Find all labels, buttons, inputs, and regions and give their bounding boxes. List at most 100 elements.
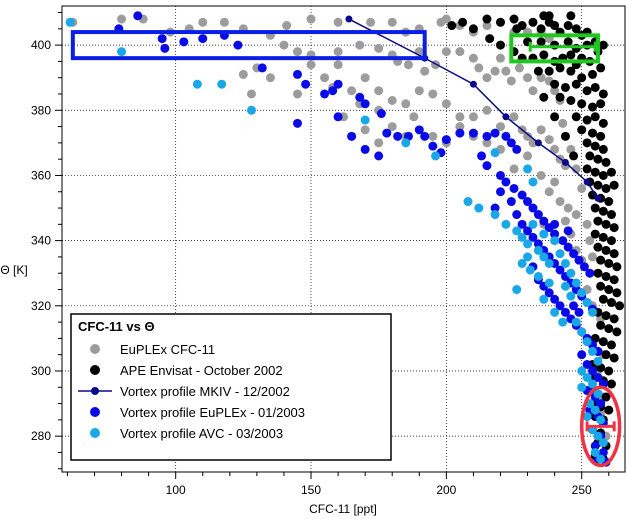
data-point bbox=[482, 131, 492, 141]
data-point bbox=[563, 21, 573, 31]
data-point bbox=[582, 298, 592, 308]
data-point bbox=[574, 307, 584, 317]
data-point bbox=[160, 43, 170, 53]
data-point bbox=[558, 236, 568, 246]
legend-marker-avc bbox=[90, 428, 100, 438]
data-point bbox=[345, 15, 353, 23]
data-point bbox=[360, 125, 370, 135]
data-point bbox=[593, 356, 603, 366]
data-point bbox=[598, 232, 608, 242]
data-point bbox=[606, 379, 616, 389]
data-point bbox=[601, 392, 611, 402]
data-point bbox=[517, 190, 527, 200]
data-point bbox=[606, 340, 616, 350]
data-point bbox=[420, 66, 430, 76]
data-point bbox=[583, 178, 591, 186]
data-point bbox=[544, 258, 554, 268]
data-point bbox=[544, 187, 554, 197]
data-point bbox=[482, 138, 492, 148]
data-point bbox=[596, 320, 606, 330]
data-point bbox=[590, 112, 600, 122]
data-point bbox=[560, 82, 570, 92]
legend-marker-ape_envisat bbox=[90, 365, 100, 375]
data-point bbox=[279, 40, 289, 50]
data-point bbox=[523, 239, 533, 249]
data-point bbox=[558, 317, 568, 327]
data-point bbox=[387, 96, 397, 106]
y-tick-label: 360 bbox=[31, 168, 51, 182]
data-point bbox=[582, 115, 592, 125]
data-point bbox=[566, 291, 576, 301]
x-tick-label: 150 bbox=[301, 483, 321, 497]
data-point bbox=[566, 66, 576, 76]
data-point bbox=[420, 131, 430, 141]
data-point bbox=[582, 412, 592, 422]
data-point bbox=[65, 17, 75, 27]
data-point bbox=[347, 86, 357, 96]
data-point bbox=[536, 125, 546, 135]
data-point bbox=[495, 122, 505, 132]
data-point bbox=[601, 350, 611, 360]
data-point bbox=[596, 255, 606, 265]
highlight-rectangle bbox=[509, 33, 600, 64]
data-point bbox=[157, 34, 167, 44]
data-point bbox=[233, 40, 243, 50]
data-point bbox=[560, 216, 570, 226]
legend-marker-mkiv bbox=[91, 387, 99, 395]
data-point bbox=[501, 177, 511, 187]
data-point bbox=[577, 327, 587, 337]
data-point bbox=[517, 219, 527, 229]
data-point bbox=[606, 167, 616, 177]
data-point bbox=[528, 232, 538, 242]
data-point bbox=[495, 17, 505, 27]
data-point bbox=[566, 50, 576, 60]
data-point bbox=[501, 131, 511, 141]
x-tick-label: 200 bbox=[436, 483, 456, 497]
legend-label-vortex_euplex: Vortex profile EuPLEx - 01/2003 bbox=[120, 405, 305, 420]
data-point bbox=[598, 40, 608, 50]
data-point bbox=[502, 113, 510, 121]
data-point bbox=[523, 151, 533, 161]
data-point bbox=[482, 21, 492, 31]
data-point bbox=[598, 438, 608, 448]
data-point bbox=[490, 128, 500, 138]
data-point bbox=[550, 219, 560, 229]
data-point bbox=[292, 89, 302, 99]
data-point bbox=[593, 180, 603, 190]
data-point bbox=[571, 278, 581, 288]
data-point bbox=[571, 24, 581, 34]
data-point bbox=[257, 63, 267, 73]
data-point bbox=[539, 229, 549, 239]
data-point bbox=[582, 40, 592, 50]
data-point bbox=[550, 307, 560, 317]
data-point bbox=[509, 112, 519, 122]
data-point bbox=[455, 47, 465, 57]
data-point bbox=[512, 226, 522, 236]
data-point bbox=[246, 89, 256, 99]
y-tick-label: 340 bbox=[31, 234, 51, 248]
data-point bbox=[550, 229, 560, 239]
data-point bbox=[512, 285, 522, 295]
legend-label-avc: Vortex profile AVC - 03/2003 bbox=[120, 426, 283, 441]
legend: CFC-11 vs Θ EuPLEx CFC-11 APE Envisat - O… bbox=[70, 313, 392, 461]
data-point bbox=[495, 53, 505, 63]
data-point bbox=[590, 167, 600, 177]
data-point bbox=[598, 294, 608, 304]
data-point bbox=[558, 118, 568, 128]
data-point bbox=[387, 122, 397, 132]
data-point bbox=[601, 219, 611, 229]
data-point bbox=[560, 307, 570, 317]
data-point bbox=[585, 268, 595, 278]
data-point bbox=[577, 382, 587, 392]
data-point bbox=[306, 14, 316, 24]
data-point bbox=[533, 210, 543, 220]
data-point bbox=[506, 197, 516, 207]
data-point bbox=[376, 109, 386, 119]
axis-ticks: 100 150 200 250 280 300 320 340 360 380 400 bbox=[31, 12, 610, 497]
data-point bbox=[609, 353, 619, 363]
data-point bbox=[441, 135, 451, 145]
data-point bbox=[509, 183, 519, 193]
data-point bbox=[571, 317, 581, 327]
data-point bbox=[601, 245, 611, 255]
